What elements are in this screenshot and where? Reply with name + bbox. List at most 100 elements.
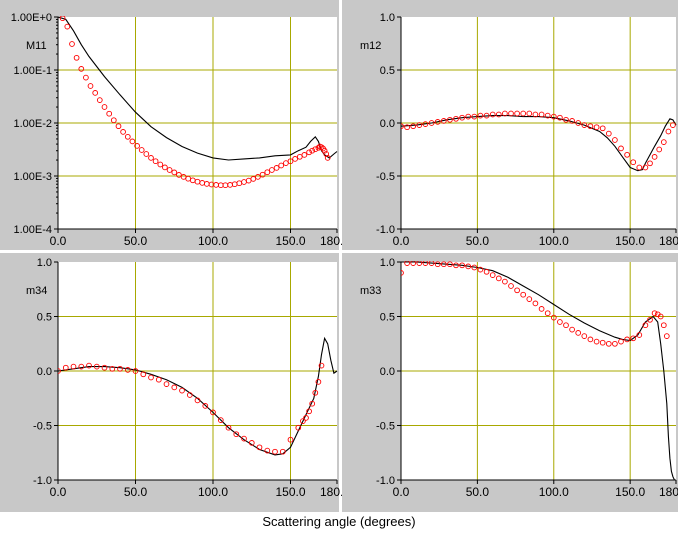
measured-point <box>605 130 612 137</box>
measured-point <box>642 322 649 329</box>
measured-point <box>489 272 496 278</box>
x-tick-label: 100.0 <box>198 234 228 248</box>
measured-point <box>264 447 271 454</box>
measured-point <box>109 365 116 372</box>
x-tick-label: 0.0 <box>393 485 410 499</box>
measured-point <box>250 176 257 182</box>
x-tick-label: 180.0 <box>659 234 678 248</box>
measured-point <box>62 364 69 371</box>
measured-point <box>440 118 447 124</box>
measured-point <box>502 110 508 117</box>
measured-point <box>64 23 71 30</box>
measured-point <box>96 97 103 103</box>
measured-point <box>447 116 453 123</box>
measured-point <box>459 114 465 121</box>
measured-point <box>563 322 569 329</box>
measured-point <box>217 417 224 423</box>
measured-point <box>318 362 325 369</box>
measured-point <box>124 133 131 140</box>
y-tick-label: -0.5 <box>33 421 52 433</box>
measured-point <box>134 143 140 149</box>
measured-point <box>471 264 478 271</box>
measured-point <box>124 367 131 373</box>
measured-point <box>186 392 193 398</box>
measured-point <box>453 262 459 269</box>
y-tick-label: 1.0 <box>380 12 395 24</box>
measured-point <box>117 365 123 372</box>
measured-point <box>166 167 173 173</box>
measured-point <box>581 122 588 128</box>
x-tick-label: 150.0 <box>275 234 305 248</box>
measured-point <box>241 435 247 442</box>
x-tick-label: 180.0 <box>659 485 678 499</box>
y-tick-label: 0.0 <box>37 366 52 378</box>
measured-point <box>612 340 618 347</box>
measured-point <box>599 339 606 346</box>
measured-point <box>301 152 308 158</box>
x-tick-label: 150.0 <box>615 234 645 248</box>
measured-point <box>312 389 319 396</box>
measured-point <box>575 120 582 126</box>
measured-point <box>295 424 302 431</box>
measured-point <box>642 164 649 171</box>
panel-label: m34 <box>26 285 47 297</box>
measured-point <box>495 111 502 118</box>
measured-point <box>279 448 286 455</box>
measured-point <box>202 403 209 409</box>
measured-point <box>129 138 136 145</box>
measured-point <box>269 167 275 173</box>
measured-point <box>101 364 108 371</box>
measured-point <box>508 110 514 117</box>
measured-point <box>309 400 316 407</box>
measured-point <box>483 268 490 275</box>
measured-point <box>624 151 630 158</box>
y-tick-label: 0.5 <box>37 312 52 324</box>
measured-point <box>278 162 285 169</box>
measured-point <box>78 66 85 72</box>
measured-point <box>315 379 322 385</box>
x-tick-label: 0.0 <box>50 234 67 248</box>
measured-point <box>593 124 600 131</box>
measured-point <box>544 310 551 317</box>
measured-point <box>143 151 150 157</box>
measured-point <box>544 112 551 119</box>
measured-point <box>138 147 145 153</box>
x-tick-label: 0.0 <box>393 234 410 248</box>
measured-point <box>73 54 80 61</box>
measured-point <box>520 110 527 117</box>
y-tick-label: -1.0 <box>33 475 52 487</box>
measured-point <box>312 146 319 153</box>
measured-point <box>593 338 600 345</box>
measured-point <box>532 111 539 118</box>
measured-point <box>532 300 539 307</box>
y-tick-label: 1.0 <box>37 257 52 269</box>
x-tick-label: 50.0 <box>124 234 148 248</box>
measured-point <box>256 444 263 451</box>
measured-point <box>157 161 164 168</box>
measured-point <box>78 363 85 370</box>
measured-point <box>248 440 255 446</box>
measured-point <box>309 147 316 154</box>
measured-point <box>410 123 417 130</box>
plot-data <box>401 110 677 172</box>
measured-point <box>155 376 162 383</box>
measured-point <box>434 119 441 125</box>
measured-point <box>171 169 178 176</box>
measured-point <box>171 384 178 391</box>
panel-label: m12 <box>360 40 381 52</box>
y-tick-label: 1.0 <box>380 257 395 269</box>
measured-point <box>296 153 303 160</box>
measured-point <box>563 116 569 123</box>
plot-data <box>58 336 338 456</box>
measured-point <box>440 261 447 268</box>
measured-point <box>618 338 624 345</box>
measured-point <box>587 123 594 130</box>
measured-point <box>321 147 328 154</box>
measured-point <box>259 171 266 178</box>
measured-point <box>422 261 429 266</box>
measured-point <box>477 112 484 119</box>
x-tick-label: 0.0 <box>50 485 67 499</box>
measured-point <box>465 263 472 270</box>
measured-point <box>401 270 404 276</box>
